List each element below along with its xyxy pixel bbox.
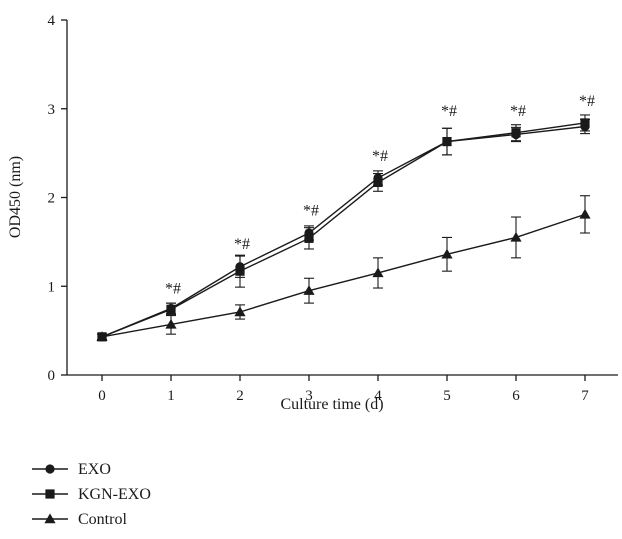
significance-annotation: *# — [303, 202, 319, 219]
significance-annotation: *# — [234, 236, 250, 253]
y-tick-label: 3 — [48, 102, 56, 118]
data-point-square — [511, 128, 521, 138]
legend-marker-circle — [45, 464, 55, 474]
data-point-triangle — [96, 331, 108, 342]
data-point-square — [580, 118, 590, 128]
series-line-exo — [101, 125, 586, 338]
data-point-triangle — [579, 208, 591, 219]
legend-label: Control — [78, 511, 127, 528]
data-point-triangle — [303, 285, 315, 295]
data-point-triangle — [234, 306, 246, 317]
x-tick-label: 1 — [167, 388, 175, 404]
data-point-square — [166, 304, 176, 314]
x-tick-label: 7 — [581, 388, 589, 404]
significance-annotation: *# — [165, 280, 181, 297]
legend-marker-triangle — [44, 513, 56, 524]
data-point-square — [442, 136, 452, 147]
x-tick-label: 6 — [512, 388, 520, 404]
x-tick-label: 3 — [305, 388, 313, 404]
x-tick-label: 5 — [443, 388, 451, 404]
x-axis-label: Culture time (d) — [280, 396, 383, 413]
y-tick-label: 1 — [48, 279, 56, 295]
x-tick-label: 0 — [98, 388, 106, 404]
x-tick-label: 4 — [374, 388, 382, 404]
significance-annotation: *# — [510, 103, 526, 120]
plot-area: 0 1 2 3 4 0 1 2 3 4 5 6 7 *# *# *# *# *# *# *# — [48, 13, 618, 404]
significance-annotation: *# — [579, 93, 595, 110]
y-tick-label: 2 — [48, 191, 56, 207]
series-line-kgn-exo — [101, 122, 586, 338]
y-tick-label: 4 — [48, 13, 56, 29]
data-point-triangle — [441, 248, 453, 259]
data-point-triangle — [372, 267, 384, 278]
y-axis-label: OD450 (nm) — [7, 156, 24, 238]
y-tick-label: 0 — [48, 368, 56, 384]
legend-marker-square — [45, 489, 55, 499]
legend-label: EXO — [78, 461, 111, 478]
data-point-square — [373, 177, 383, 188]
data-point-square — [235, 266, 245, 276]
legend: EXO KGN-EXO Control — [32, 461, 151, 528]
significance-annotation: *# — [441, 103, 457, 120]
significance-annotation: *# — [372, 148, 388, 165]
data-point-triangle — [165, 318, 177, 329]
data-point-triangle — [510, 231, 522, 242]
data-point-square — [304, 233, 314, 243]
series-line-control — [101, 213, 586, 338]
legend-label: KGN-EXO — [78, 486, 151, 503]
x-tick-label: 2 — [236, 388, 244, 404]
